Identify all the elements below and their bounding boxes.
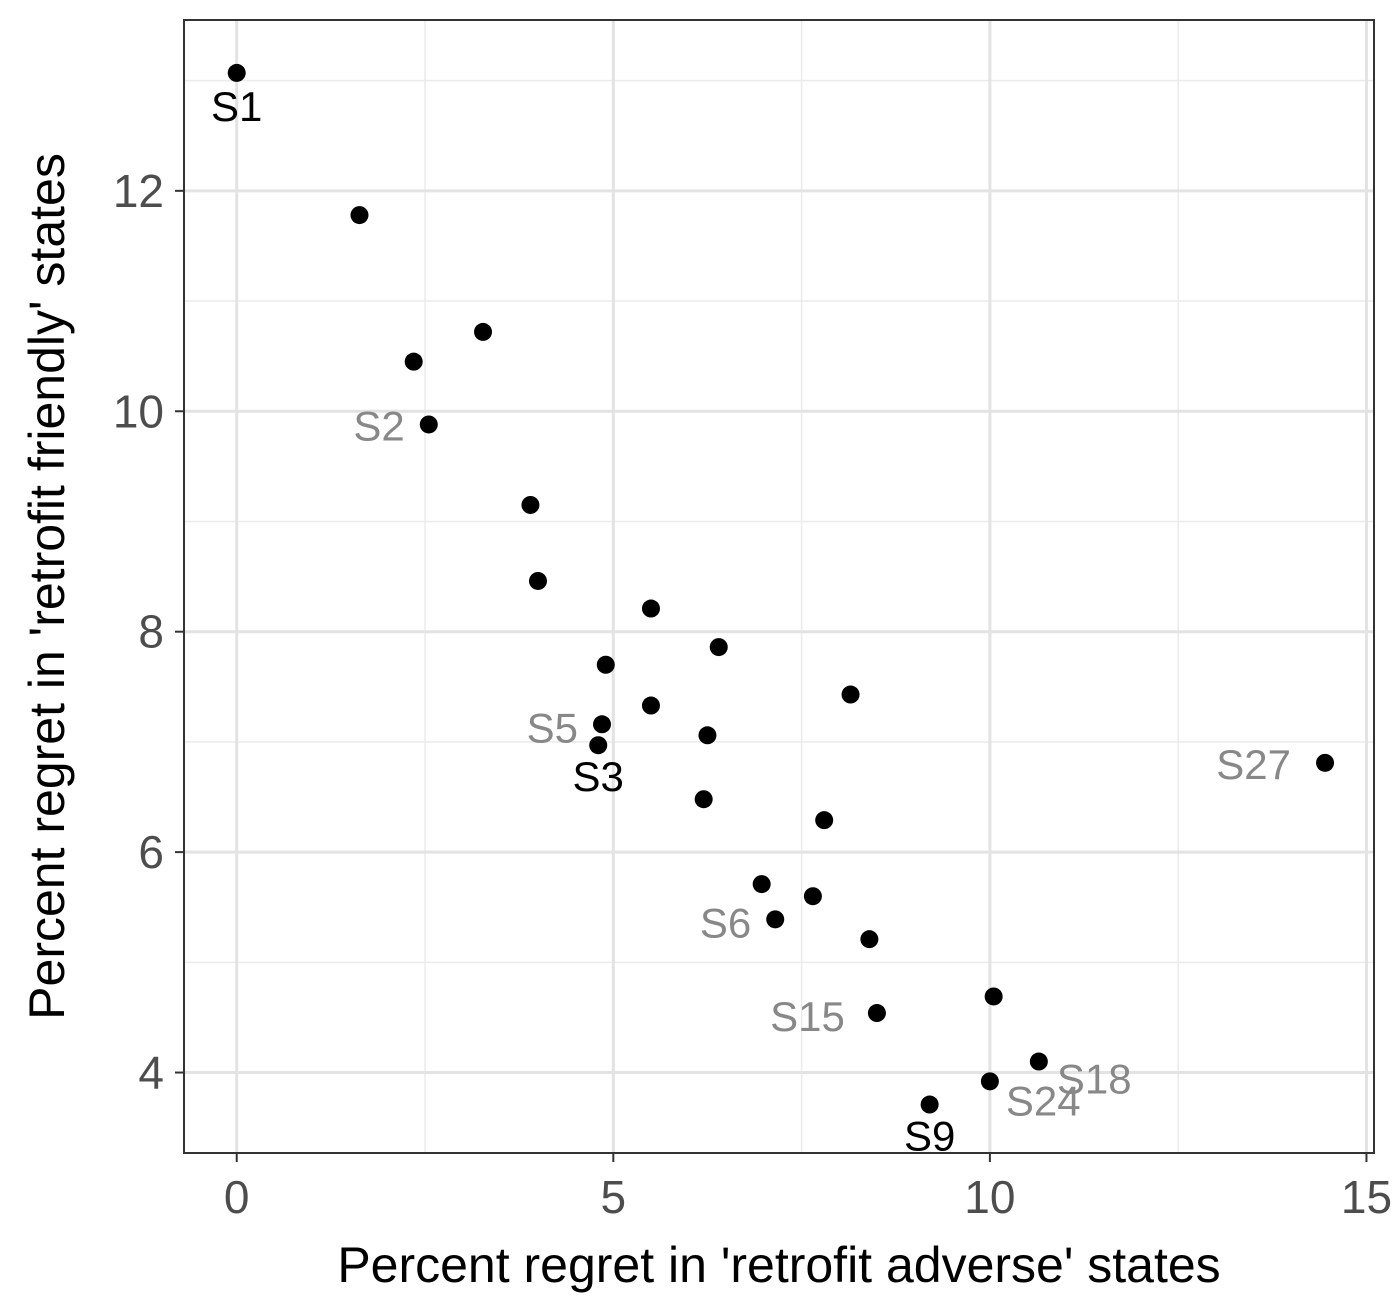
data-point	[920, 1095, 939, 1114]
point-label-s6: S6	[700, 899, 751, 946]
point-label-s1: S1	[211, 83, 262, 130]
y-tick-label: 8	[138, 606, 164, 658]
data-point	[589, 736, 608, 755]
panel-border	[183, 19, 1375, 1154]
data-point	[1316, 753, 1335, 772]
data-point	[841, 685, 860, 704]
y-axis-label: Percent regret in 'retrofit friendly' st…	[19, 153, 75, 1020]
data-point	[521, 495, 540, 514]
data-point	[766, 910, 785, 929]
data-point	[694, 790, 713, 809]
data-point	[752, 875, 771, 894]
data-point	[815, 811, 834, 830]
point-label-s3: S3	[573, 753, 624, 800]
data-point	[593, 715, 612, 734]
x-axis-ticks: 0 5 10 15	[224, 1153, 1392, 1223]
x-tick-label: 5	[601, 1171, 627, 1223]
data-points	[227, 63, 1335, 1114]
data-point	[803, 887, 822, 906]
data-point	[1029, 1052, 1048, 1071]
grid-lines	[184, 20, 1374, 1153]
point-label-s24: S24	[1006, 1077, 1081, 1124]
y-tick-label: 10	[113, 385, 164, 437]
x-tick-label: 10	[964, 1171, 1015, 1223]
data-point	[227, 63, 246, 82]
data-point	[596, 655, 615, 674]
point-label-s2: S2	[353, 402, 404, 449]
data-point	[350, 206, 369, 225]
data-point	[698, 726, 717, 745]
data-point	[641, 599, 660, 618]
data-point	[860, 930, 879, 949]
y-axis-ticks: 4 6 8 10 12	[113, 165, 184, 1099]
y-tick-label: 4	[138, 1047, 164, 1099]
y-tick-label: 6	[138, 826, 164, 878]
y-tick-label: 12	[113, 165, 164, 217]
data-point	[984, 987, 1003, 1006]
x-tick-label: 15	[1341, 1171, 1392, 1223]
data-point	[641, 696, 660, 715]
data-point	[474, 322, 493, 341]
data-point	[709, 638, 728, 657]
point-label-s18: S18	[1057, 1056, 1132, 1103]
x-tick-label: 0	[224, 1171, 250, 1223]
data-point	[419, 415, 438, 434]
data-point	[980, 1072, 999, 1091]
x-axis-label: Percent regret in 'retrofit adverse' sta…	[337, 1237, 1220, 1293]
point-label-s5: S5	[527, 704, 578, 751]
point-label-s27: S27	[1216, 741, 1291, 788]
point-label-s9: S9	[904, 1113, 955, 1160]
data-point	[528, 571, 547, 590]
data-point	[404, 352, 423, 371]
point-label-s15: S15	[770, 993, 845, 1040]
data-point	[867, 1004, 886, 1023]
